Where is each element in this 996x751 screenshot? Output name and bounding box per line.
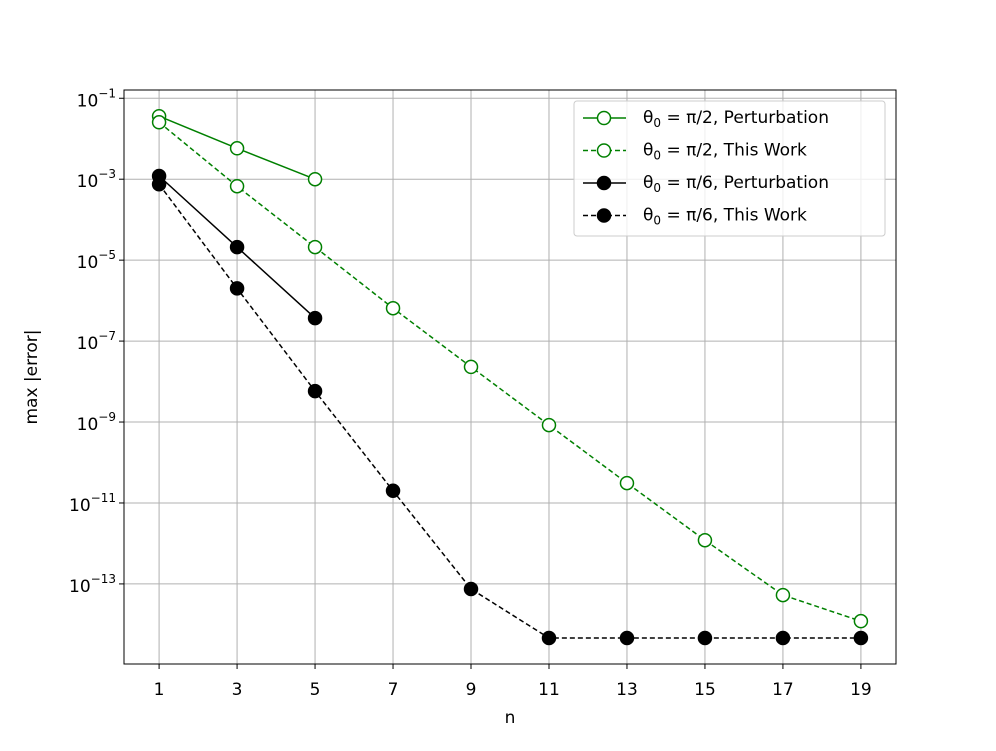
y-tick-label: 10−5 <box>77 248 116 274</box>
y-tick-label: 10−9 <box>77 410 116 436</box>
grid <box>124 90 896 664</box>
data-point <box>307 383 323 399</box>
x-tick-label: 13 <box>616 680 638 700</box>
x-axis-label: n <box>505 708 516 728</box>
data-point <box>307 239 323 255</box>
data-point <box>853 630 869 646</box>
y-axis-label: max |error| <box>22 329 42 424</box>
data-point <box>541 630 557 646</box>
data-point <box>853 613 869 629</box>
data-point <box>229 239 245 255</box>
data-point <box>619 630 635 646</box>
data-point <box>541 417 557 433</box>
y-tick-label: 10−13 <box>69 571 116 597</box>
y-tick-label: 10−3 <box>77 167 116 193</box>
y-tick-label: 10−1 <box>77 86 116 112</box>
series-line <box>158 183 861 639</box>
data-point <box>229 281 245 296</box>
data-point <box>385 300 401 316</box>
x-tick-label: 17 <box>772 680 794 700</box>
y-tick-label: 10−7 <box>77 329 116 355</box>
data-point <box>463 359 479 375</box>
x-tick-label: 7 <box>388 680 399 700</box>
legend-marker <box>596 175 612 191</box>
data-point <box>697 630 713 646</box>
plot-frame <box>123 89 897 665</box>
data-point <box>775 630 791 646</box>
legend-box <box>573 100 886 237</box>
x-tick-label: 3 <box>232 680 243 700</box>
y-tick-label: 10−11 <box>69 490 116 515</box>
data-point <box>151 177 167 192</box>
legend-label: θ0 = π/2, Perturbation <box>643 108 829 130</box>
legend-marker <box>596 143 612 158</box>
data-point <box>619 475 635 491</box>
legend-marker <box>596 110 612 126</box>
x-tick-label: 5 <box>310 680 321 700</box>
data-point <box>463 581 479 597</box>
data-point <box>307 310 323 326</box>
data-point <box>307 171 323 187</box>
x-tick-label: 19 <box>850 680 872 700</box>
x-tick-label: 11 <box>538 680 560 700</box>
data-point <box>775 587 791 603</box>
x-tick-label: 15 <box>694 680 716 700</box>
data-point <box>697 532 713 548</box>
legend-label: θ0 = π/6, This Work <box>643 206 807 228</box>
data-point <box>151 115 167 130</box>
legend-marker <box>596 208 612 223</box>
data-point <box>385 483 401 499</box>
data-point <box>229 178 245 194</box>
legend-label: θ0 = π/2, This Work <box>643 141 807 163</box>
legend-label: θ0 = π/6, Perturbation <box>643 173 829 195</box>
x-tick-label: 9 <box>466 680 477 700</box>
data-point <box>229 141 245 156</box>
x-tick-label: 1 <box>154 680 165 700</box>
